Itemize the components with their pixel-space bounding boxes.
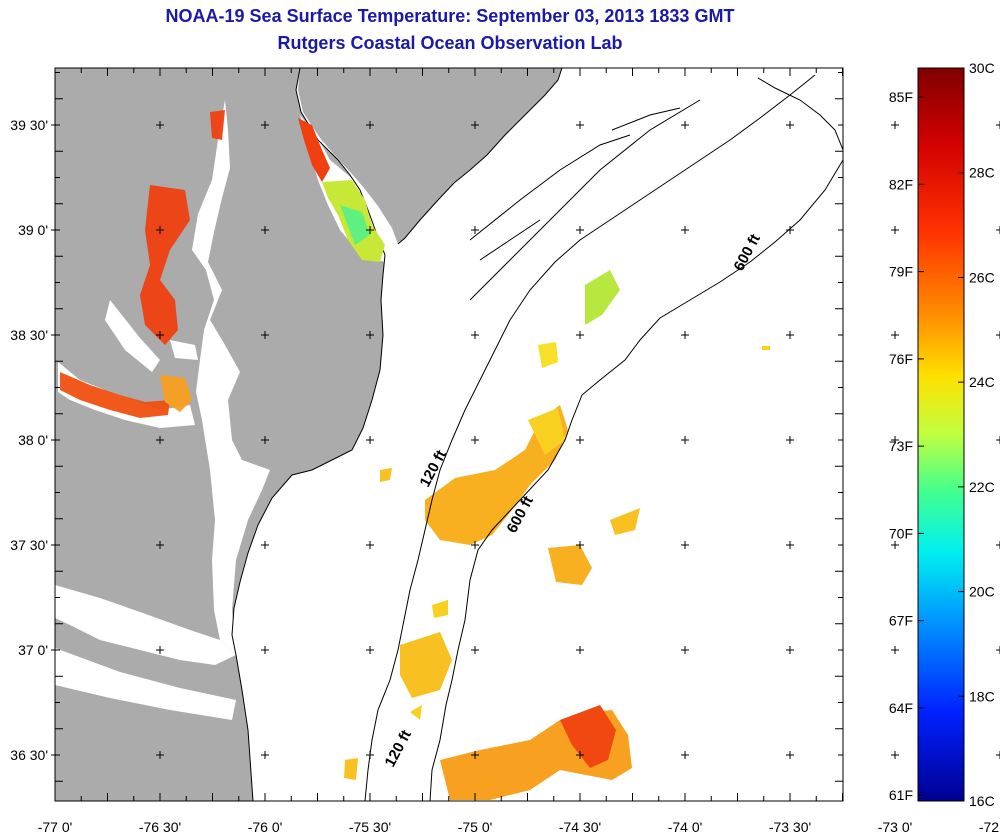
land-new-jersey [298,68,562,244]
colorbar-label-celsius: 22C [969,479,995,495]
colorbar-label-fahrenheit: 76F [889,351,913,367]
sst-delaware-bay [298,118,385,262]
colorbar-label-celsius: 18C [969,688,995,704]
colorbar-label-fahrenheit: 82F [889,176,913,192]
colorbar-label-fahrenheit: 85F [889,89,913,105]
bathymetry-contours [364,74,843,801]
lat-tick-label: 38 30' [10,327,48,343]
contour-label-600ft-north: 600 ft [731,231,764,274]
lat-tick-label: 36 30' [10,747,48,763]
colorbar-label-celsius: 24C [969,374,995,390]
colorbar-label-fahrenheit: 67F [889,613,913,629]
colorbar-label-celsius: 16C [969,793,995,809]
colorbar-label-fahrenheit: 79F [889,264,913,280]
colorbar-label-fahrenheit: 64F [889,700,913,716]
lon-tick-label: -76 30' [139,819,181,835]
lon-tick-label: -73 30' [769,819,811,835]
lon-tick-label: -74 0' [668,819,703,835]
colorbar-label-celsius: 30C [969,60,995,76]
lon-tick-label: -77 0' [38,819,73,835]
colorbar-gradient [917,67,965,802]
lon-tick-label: -75 30' [349,819,391,835]
colorbar-label-celsius: 26C [969,269,995,285]
lat-tick-label: 37 0' [18,642,48,658]
colorbar-label-celsius: 20C [969,584,995,600]
lon-tick-label: -74 30' [559,819,601,835]
lat-tick-label: 38 0' [18,432,48,448]
contour-label-120ft-north: 120 ft [417,447,450,490]
colorbar-label-fahrenheit: 70F [889,525,913,541]
chesapeake-bay [192,100,270,655]
lon-tick-label: -76 0' [248,819,283,835]
map-subtitle: Rutgers Coastal Ocean Observation Lab [277,33,623,53]
colorbar: 30C 28C 26C 24C 22C 20C 18C 16C 85F 82F 79F 76F 73F 7… [889,60,995,809]
colorbar-label-celsius: 28C [969,165,995,181]
map-ticks [51,68,1000,801]
colorbar-label-fahrenheit: 61F [889,787,913,803]
map-title: NOAA-19 Sea Surface Temperature: Septemb… [165,6,735,26]
lon-tick-label: -73 0' [878,819,913,835]
lat-tick-label: 39 0' [18,222,48,238]
lat-tick-label: 39 30' [10,117,48,133]
sst-offshore [344,270,770,800]
sst-chesapeake [60,110,225,418]
colorbar-label-fahrenheit: 73F [889,438,913,454]
map-tick-labels: -77 0' -76 30' -76 0' -75 30' -75 0' -74 30' -… [10,117,1000,835]
lon-tick-label: -75 0' [458,819,493,835]
lon-tick-label: -72 30' [979,819,1000,835]
contour-label-120ft-south: 120 ft [382,727,415,770]
lat-tick-label: 37 30' [10,537,48,553]
